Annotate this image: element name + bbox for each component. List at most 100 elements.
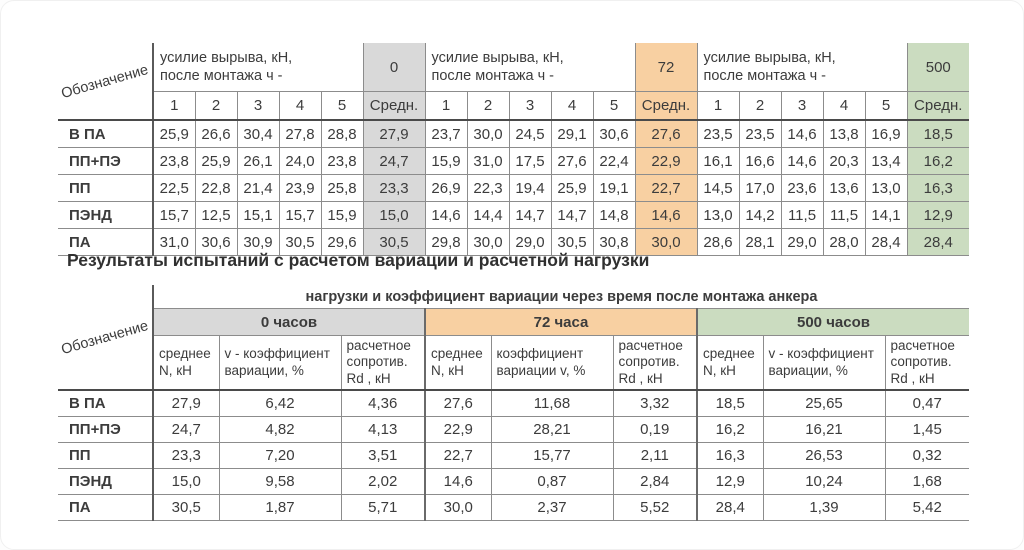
table1-row: ПА 31,0 30,6 30,9 30,5 29,6 30,5 29,8 30… <box>58 228 969 256</box>
value-cell: 29,8 <box>424 228 468 256</box>
value-cell: 11,5 <box>822 201 866 229</box>
value-cell: 4,36 <box>340 389 426 418</box>
table2-row: ПП 23,3 7,20 3,51 22,7 15,77 2,11 16,3 2… <box>58 442 969 470</box>
value-cell: 1,68 <box>884 468 969 496</box>
value-cell: 16,9 <box>864 119 908 148</box>
value-cell: 30,5 <box>152 494 220 522</box>
value-cell: 15,9 <box>424 147 468 175</box>
value-cell: 14,7 <box>550 201 594 229</box>
avg-header-72: Средн. <box>634 91 698 121</box>
value-cell: 14,4 <box>466 201 510 229</box>
value-cell: 14,1 <box>864 201 908 229</box>
avg-cell-72: 27,6 <box>634 119 698 148</box>
group-header-0h: усилие вырыва, кН, после монтажа ч - <box>152 43 364 92</box>
value-cell: 26,9 <box>424 174 468 202</box>
value-cell: 31,0 <box>466 147 510 175</box>
subcol-resistance: расчетное сопротив. Rd , кН <box>612 335 698 392</box>
value-cell: 14,6 <box>780 147 824 175</box>
value-cell: 27,9 <box>152 389 220 418</box>
value-cell: 24,5 <box>508 119 552 148</box>
value-cell: 30,6 <box>194 228 238 256</box>
avg-cell-0: 23,3 <box>362 174 426 202</box>
value-cell: 16,3 <box>696 442 764 470</box>
value-cell: 30,5 <box>278 228 322 256</box>
span-header: нагрузки и коэффициент вариации через вр… <box>152 285 969 309</box>
value-cell: 23,7 <box>424 119 468 148</box>
row-label: ПА <box>58 228 154 256</box>
value-cell: 13,0 <box>696 201 740 229</box>
avg-cell-0: 30,5 <box>362 228 426 256</box>
table2-span-header-row: Обозначение нагрузки и коэффициент вариа… <box>58 285 969 392</box>
value-cell: 16,6 <box>738 147 782 175</box>
value-cell: 15,7 <box>278 201 322 229</box>
value-cell: 0,19 <box>612 416 698 444</box>
value-cell: 23,9 <box>278 174 322 202</box>
value-cell: 28,0 <box>822 228 866 256</box>
value-cell: 14,7 <box>508 201 552 229</box>
value-cell: 4,13 <box>340 416 426 444</box>
col-number: 3 <box>508 91 552 121</box>
value-cell: 1,45 <box>884 416 969 444</box>
value-cell: 3,51 <box>340 442 426 470</box>
table1-row: ПЭНД 15,7 12,5 15,1 15,7 15,9 15,0 14,6 … <box>58 201 969 229</box>
value-cell: 25,65 <box>762 389 886 418</box>
value-cell: 31,0 <box>152 228 196 256</box>
col-number: 5 <box>592 91 636 121</box>
table2-row: ПЭНД 15,0 9,58 2,02 14,6 0,87 2,84 12,9 … <box>58 468 969 496</box>
subcol-mean: среднее N, кН <box>152 335 220 392</box>
value-cell: 2,84 <box>612 468 698 496</box>
value-cell: 24,7 <box>152 416 220 444</box>
table2-row: ПА 30,5 1,87 5,71 30,0 2,37 5,52 28,4 1,… <box>58 494 969 522</box>
hours-badge-72: 72 <box>634 43 698 92</box>
value-cell: 14,8 <box>592 201 636 229</box>
table1-header-row-1: Обозначение усилие вырыва, кН, после мон… <box>58 43 969 121</box>
value-cell: 0,32 <box>884 442 969 470</box>
table1-row: В ПА 25,9 26,6 30,4 27,8 28,8 27,9 23,7 … <box>58 119 969 148</box>
value-cell: 22,3 <box>466 174 510 202</box>
value-cell: 30,0 <box>466 228 510 256</box>
value-cell: 14,6 <box>424 468 492 496</box>
corner-label: Обозначение <box>59 317 151 358</box>
col-number: 4 <box>550 91 594 121</box>
group-header-72h: усилие вырыва, кН, после монтажа ч - <box>424 43 636 92</box>
strip-500h: 500 часов <box>696 308 969 336</box>
table2-subheader-row: среднее N, кН v - коэффициент вариации, … <box>58 335 969 392</box>
value-cell: 16,21 <box>762 416 886 444</box>
col-number: 1 <box>152 91 196 121</box>
value-cell: 15,9 <box>320 201 364 229</box>
value-cell: 29,1 <box>550 119 594 148</box>
value-cell: 1,87 <box>218 494 342 522</box>
value-cell: 0,87 <box>490 468 614 496</box>
value-cell: 30,4 <box>236 119 280 148</box>
subcol-variation: v - коэффициент вариации, % <box>762 335 886 392</box>
value-cell: 29,0 <box>780 228 824 256</box>
value-cell: 0,47 <box>884 389 969 418</box>
value-cell: 2,11 <box>612 442 698 470</box>
value-cell: 22,7 <box>424 442 492 470</box>
row-label: ПП <box>58 442 154 470</box>
avg-cell-500: 28,4 <box>906 228 969 256</box>
value-cell: 22,5 <box>152 174 196 202</box>
subcol-variation: v - коэффициент вариации, % <box>218 335 342 392</box>
value-cell: 28,1 <box>738 228 782 256</box>
value-cell: 30,8 <box>592 228 636 256</box>
strip-72h: 72 часа <box>424 308 698 336</box>
value-cell: 23,6 <box>780 174 824 202</box>
avg-cell-72: 22,9 <box>634 147 698 175</box>
col-number: 2 <box>466 91 510 121</box>
value-cell: 23,5 <box>696 119 740 148</box>
value-cell: 23,8 <box>320 147 364 175</box>
value-cell: 2,02 <box>340 468 426 496</box>
value-cell: 30,0 <box>466 119 510 148</box>
avg-header-500: Средн. <box>906 91 969 121</box>
value-cell: 27,8 <box>278 119 322 148</box>
value-cell: 14,6 <box>424 201 468 229</box>
value-cell: 23,8 <box>152 147 196 175</box>
value-cell: 17,0 <box>738 174 782 202</box>
value-cell: 27,6 <box>424 389 492 418</box>
table2-row: ПП+ПЭ 24,7 4,82 4,13 22,9 28,21 0,19 16,… <box>58 416 969 444</box>
value-cell: 30,6 <box>592 119 636 148</box>
value-cell: 22,4 <box>592 147 636 175</box>
group-header-500h: усилие вырыва, кН, после монтажа ч - <box>696 43 908 92</box>
